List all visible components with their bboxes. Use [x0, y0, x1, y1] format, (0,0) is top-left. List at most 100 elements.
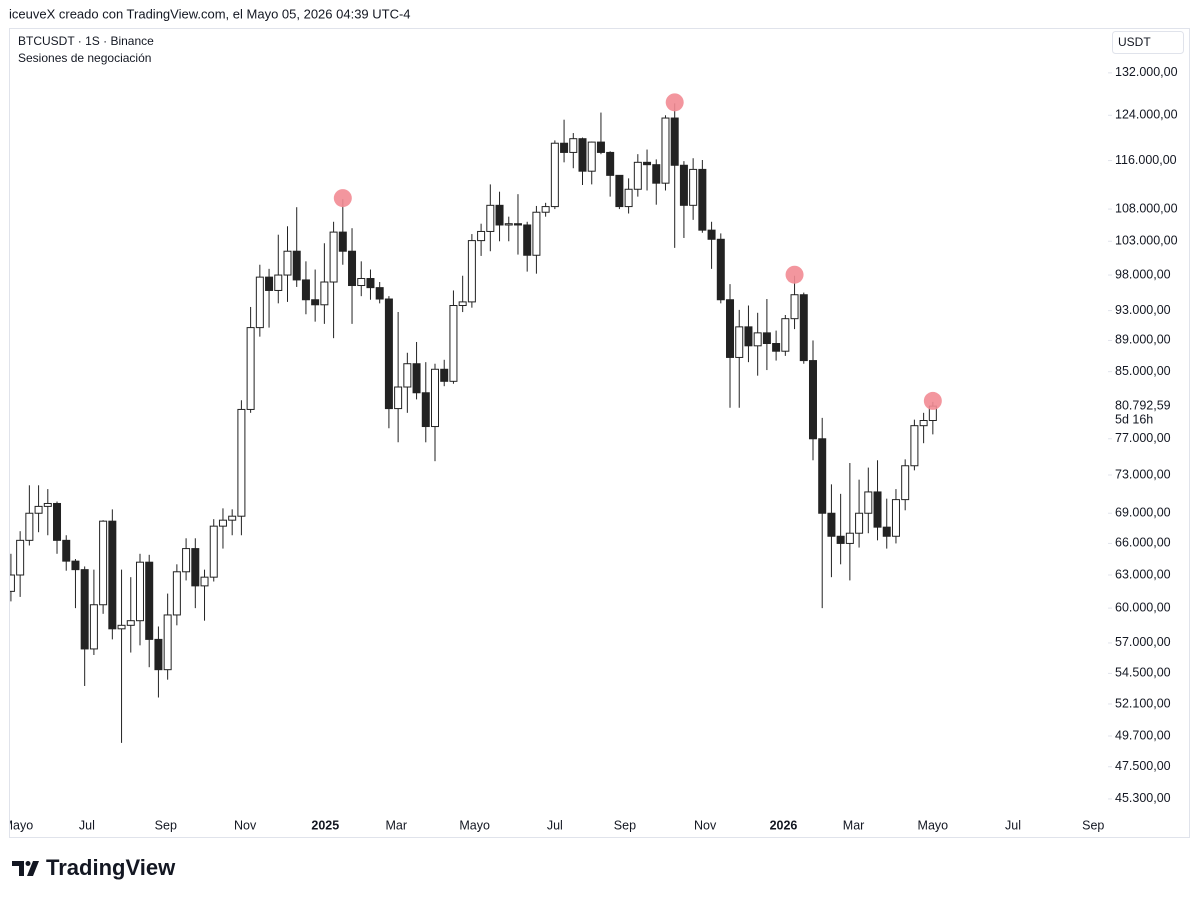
candle-body [689, 168, 698, 206]
candle-body [320, 281, 329, 306]
candle-body [845, 532, 854, 544]
candle-body [643, 161, 652, 166]
candle-body [855, 512, 864, 534]
candle-body [661, 117, 670, 184]
x-tick-label: Jul [1005, 818, 1021, 832]
candle-body [209, 525, 218, 578]
signal-marker [785, 265, 804, 284]
candle-body [163, 614, 172, 671]
y-tick-label: 60.000,00 [1115, 600, 1171, 614]
candle-body [458, 301, 467, 307]
candle-body [504, 223, 513, 226]
candle-body [191, 548, 200, 587]
y-tick-label: 108.000,00 [1115, 201, 1178, 215]
candle-body [707, 229, 716, 240]
candle-body [762, 332, 771, 345]
candle-body [384, 298, 393, 410]
x-tick-label: Jul [79, 818, 95, 832]
x-tick-label: Jul [547, 818, 563, 832]
candle-body [117, 624, 126, 630]
y-tick-label: 132.000,00 [1115, 65, 1178, 79]
signal-marker [665, 93, 684, 112]
candle-body [200, 576, 209, 587]
candle-body [182, 548, 191, 573]
candle-body [744, 326, 753, 347]
x-tick-label: Sep [1082, 818, 1104, 832]
candle-body [513, 223, 522, 226]
candle-body [228, 515, 237, 521]
candle-body [301, 279, 310, 301]
candle-body [781, 318, 790, 352]
candle-body [679, 164, 688, 206]
x-tick-label: Nov [234, 818, 257, 832]
candle-body [338, 231, 347, 252]
candle-body [145, 561, 154, 640]
candle-body [449, 305, 458, 382]
candle-body [311, 299, 320, 306]
candle-body [808, 360, 817, 440]
signal-marker [333, 189, 352, 208]
candle-body [292, 250, 301, 281]
candle-body [670, 117, 679, 166]
symbol-title: BTCUSDT · 1S · Binance [18, 34, 154, 48]
y-tick-label: 52.100,00 [1115, 696, 1171, 710]
candle-body [62, 539, 71, 562]
candle-body [467, 240, 476, 303]
indicator-name: Sesiones de negociación [18, 51, 151, 65]
candle-body [523, 224, 532, 256]
attribution: iceuveX creado con TradingView.com, el M… [9, 6, 411, 21]
candle-body [652, 164, 661, 184]
candle-body [329, 231, 338, 283]
candle-body [274, 274, 283, 291]
candle-body [10, 574, 15, 592]
logo-icon [12, 861, 39, 876]
candle-body [873, 491, 882, 528]
candle-body [578, 138, 587, 172]
candle-body [89, 604, 98, 650]
x-tick-label: Mayo [918, 818, 949, 832]
candle-body [836, 535, 845, 544]
chart-frame [9, 28, 1190, 838]
y-tick-label: 77.000,00 [1115, 431, 1171, 445]
y-tick-label: 49.700,00 [1115, 728, 1171, 742]
plot-area [10, 93, 942, 743]
candle-body [753, 332, 762, 347]
y-tick-label: 47.500,00 [1115, 759, 1171, 773]
y-tick-label: 69.000,00 [1115, 506, 1171, 520]
currency-box[interactable] [1112, 31, 1184, 54]
candle-body [477, 230, 486, 242]
candle-body [606, 151, 615, 176]
y-tick-label: 63.000,00 [1115, 567, 1171, 581]
currency: USDT [1118, 35, 1151, 49]
x-tick-label: 2026 [770, 818, 798, 832]
candle-body [154, 638, 163, 671]
y-tick-label: 93.000,00 [1115, 303, 1171, 317]
x-tick-label: Nov [694, 818, 717, 832]
candle-body [919, 420, 928, 427]
candle-body [569, 138, 578, 153]
candle-body [882, 526, 891, 537]
candle-body [790, 294, 799, 320]
candle-body [71, 560, 80, 571]
candle-body [348, 250, 357, 287]
candle-body [172, 571, 181, 616]
candle-body [440, 368, 449, 382]
bar-countdown: 5d 16h [1115, 412, 1153, 426]
candle-body [495, 204, 504, 226]
candle-body [818, 438, 827, 514]
candle-body [126, 620, 135, 626]
candle-body [615, 174, 624, 208]
candle-body [394, 386, 403, 410]
candle-body [16, 539, 25, 576]
candle-body [550, 142, 559, 208]
candle-body [99, 520, 108, 606]
candle-body [135, 561, 144, 622]
candle-body [283, 250, 292, 276]
x-tick-label: 2025 [311, 818, 339, 832]
y-tick-label: 73.000,00 [1115, 467, 1171, 481]
last-price-label: 80.792,59 [1115, 398, 1171, 412]
x-tick-label: Mayo [3, 818, 34, 832]
candle-body [421, 392, 430, 428]
x-tick-label: Mar [843, 818, 865, 832]
